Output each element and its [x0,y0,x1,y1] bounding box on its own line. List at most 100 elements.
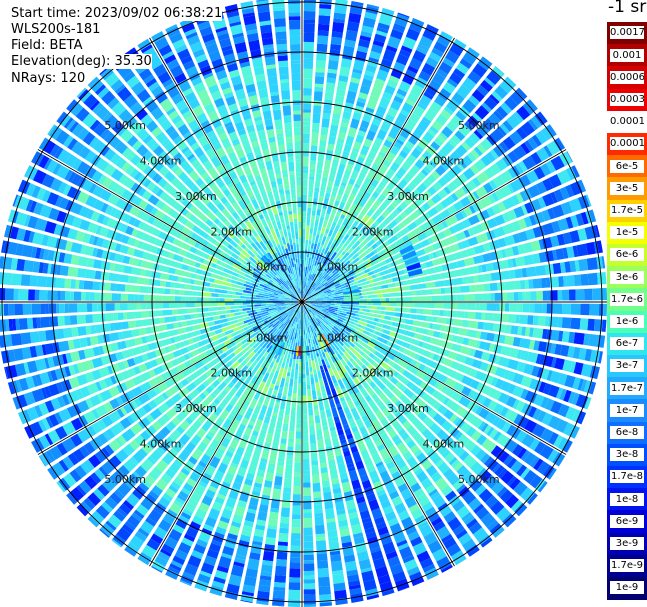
range-gate [520,487,535,503]
range-gate [316,428,323,438]
range-gate [507,258,514,268]
range-gate [174,459,183,468]
range-gate [297,396,302,407]
range-gate [137,527,150,538]
range-gate [246,366,254,374]
range-gate [461,375,474,387]
range-gate [472,527,489,542]
range-gate [387,302,392,307]
range-gate [507,209,518,221]
range-gate [312,339,316,345]
range-gate [410,148,422,159]
range-gate [315,215,320,220]
range-gate [180,277,191,284]
range-gate [302,293,304,299]
range-gate [286,354,291,364]
range-gate [289,561,301,569]
range-gate [402,73,415,85]
range-gate [408,344,420,353]
range-gate [20,274,31,287]
range-gate [134,294,139,301]
range-gate [322,205,328,210]
range-gate [209,283,220,289]
range-gate [272,358,277,363]
range-gate [251,490,261,497]
range-gate [511,220,522,232]
range-gate [429,352,435,360]
range-gate [348,234,355,241]
range-gate [320,299,327,301]
range-gate [466,329,478,338]
range-gate [306,219,311,226]
range-gate [346,433,354,440]
range-gate [113,322,123,331]
range-gate [448,457,458,466]
range-gate [400,297,409,302]
range-gate [454,251,464,260]
range-gate [516,464,528,477]
range-gate [242,525,253,533]
range-gate [522,291,526,301]
range-gate [133,311,142,319]
range-gate [527,315,534,325]
range-gate [355,204,363,214]
range-gate [350,77,361,84]
range-gate [336,302,342,304]
range-gate [368,399,376,408]
range-gate [416,436,427,447]
range-gate [362,520,374,530]
range-gate [399,546,413,560]
range-gate [313,408,320,416]
range-gate [380,58,393,68]
range-gate [589,303,600,316]
range-gate [469,368,478,378]
range-gate [399,465,410,475]
range-gate [368,541,381,551]
range-gate [433,137,444,147]
range-gate [385,306,395,312]
range-gate [480,512,496,528]
range-gate [233,316,239,320]
range-gate [356,190,364,200]
range-gate [523,469,537,484]
range-gate [310,353,314,361]
range-gate [348,178,356,186]
range-gate [243,575,257,587]
range-gate [422,178,432,188]
range-gate [281,362,286,369]
range-gate [588,209,597,223]
range-gate [467,338,478,348]
range-gate [320,226,326,234]
range-gate [239,534,251,543]
range-gate [357,45,369,53]
range-gate [400,417,408,425]
range-gate [298,365,302,373]
range-gate [311,314,319,323]
range-gate [333,215,340,223]
range-gate [230,305,240,310]
range-gate [495,66,505,75]
range-gate [314,277,320,284]
range-gate [475,284,485,292]
range-gate [333,12,346,20]
range-gate [307,211,311,217]
range-gate [586,257,598,271]
range-gate [348,257,354,263]
range-gate [348,12,362,24]
range-gate [233,436,241,442]
range-gate [214,569,228,580]
range-gate [417,521,429,529]
range-gate [323,159,332,171]
range-gate [355,542,368,554]
range-gate [302,202,307,212]
range-gate [58,340,70,352]
range-gate [336,137,345,145]
range-gate [200,286,210,292]
range-gate [376,521,387,530]
range-gate [315,275,323,284]
range-gate [290,328,294,335]
range-gate [417,119,430,132]
range-gate [210,335,219,342]
range-gate [287,326,293,336]
range-gate [502,120,514,132]
